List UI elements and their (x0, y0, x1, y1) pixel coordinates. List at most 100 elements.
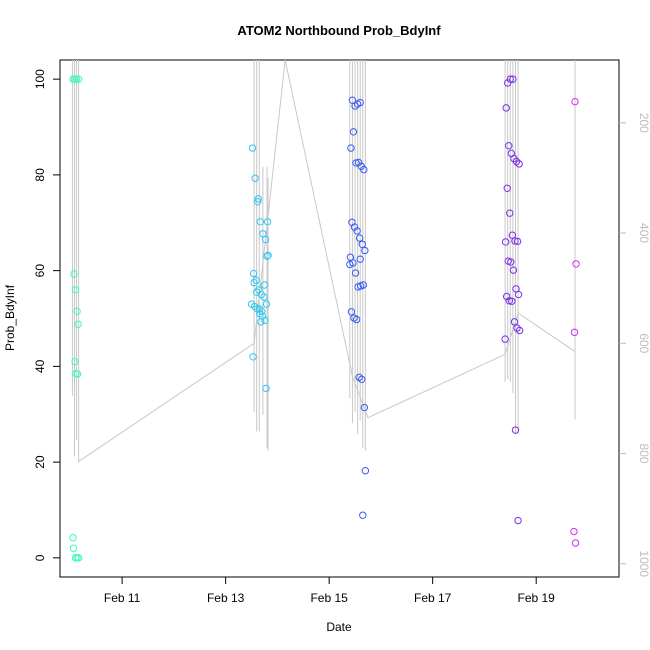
data-point (74, 320, 82, 328)
data-point (359, 281, 368, 289)
data-point (352, 159, 360, 167)
data-point (71, 286, 80, 294)
data-point (508, 297, 516, 305)
data-point (252, 288, 261, 296)
data-point (360, 403, 369, 412)
data-point (73, 307, 81, 316)
data-point (349, 128, 358, 136)
data-point (513, 324, 521, 332)
x-axis-label: Date (326, 620, 352, 634)
y-tick-label: 100 (33, 69, 47, 89)
data-point (513, 237, 522, 246)
data-point (511, 237, 519, 245)
data-point (571, 97, 579, 106)
data-point (355, 234, 364, 242)
data-point (260, 293, 268, 301)
y2-tick-label: 1000 (637, 550, 650, 577)
data-point (350, 223, 359, 231)
data-point (361, 467, 370, 475)
data-point (356, 98, 364, 107)
data-point (254, 197, 262, 206)
data-point (358, 240, 366, 249)
data-point (505, 141, 513, 150)
data-point (501, 238, 510, 246)
x-tick-label: Feb 17 (414, 591, 452, 605)
data-point (263, 252, 271, 260)
data-point (258, 307, 266, 316)
y2-tick-label: 400 (637, 223, 650, 243)
data-point (505, 297, 513, 305)
data-point (255, 305, 263, 313)
data-point (358, 375, 366, 383)
data-point (260, 281, 269, 289)
data-point (249, 269, 258, 278)
data-point (511, 426, 520, 434)
data-point (257, 318, 265, 326)
data-point (70, 75, 79, 83)
x-tick-label: Feb 15 (310, 591, 348, 605)
data-point (361, 246, 369, 255)
data-point (263, 218, 272, 226)
data-point (354, 158, 363, 167)
secondary-line-layer (71, 59, 576, 463)
x-axis: Feb 11 Feb 13 Feb 15 Feb 17 Feb 19 (104, 577, 555, 605)
data-point (73, 370, 82, 378)
data-point (261, 235, 270, 244)
data-point (570, 527, 578, 536)
y2-tick-label: 200 (637, 113, 650, 133)
data-point (515, 326, 524, 335)
x-tick-label: Feb 13 (207, 591, 245, 605)
data-point (572, 260, 580, 268)
data-point (510, 318, 519, 326)
data-point (507, 258, 515, 266)
y-axis: 0 20 40 60 80 100 (33, 69, 60, 561)
data-point (502, 104, 510, 112)
data-point (359, 511, 367, 519)
data-point (506, 209, 514, 217)
data-point (70, 270, 78, 278)
data-point (514, 290, 523, 299)
data-point (74, 75, 83, 83)
data-point (570, 328, 579, 337)
data-point (261, 316, 269, 325)
data-point (512, 157, 521, 166)
data-point (353, 227, 361, 235)
y-tick-label: 60 (33, 264, 47, 278)
data-point (356, 255, 364, 263)
chart-title: ATOM2 Northbound Prob_BdyInf (237, 23, 441, 38)
y-tick-label: 80 (33, 168, 47, 182)
data-point (252, 276, 260, 284)
data-point (264, 251, 272, 260)
data-point (352, 315, 361, 324)
data-point (506, 75, 515, 83)
x-tick-label: Feb 11 (104, 591, 141, 605)
data-point (71, 357, 79, 366)
data-point (262, 300, 271, 308)
data-point (515, 160, 523, 168)
secondary-line (77, 59, 576, 463)
data-point (262, 384, 270, 393)
data-point (351, 269, 360, 277)
data-point (250, 278, 258, 287)
data-point (360, 165, 368, 174)
data-point (509, 75, 517, 83)
data-point (514, 516, 522, 525)
data-point (249, 353, 257, 361)
scatter-points-layer (69, 75, 580, 562)
data-point (347, 308, 356, 316)
data-point (501, 335, 509, 343)
plot-frame (59, 59, 620, 578)
data-point (69, 544, 78, 552)
data-point (256, 218, 265, 226)
data-point (347, 144, 355, 152)
y2-tick-label: 600 (637, 333, 650, 353)
data-point (504, 79, 512, 87)
data-point (248, 144, 257, 152)
data-point (256, 310, 264, 318)
data-point (251, 174, 259, 182)
data-point (571, 539, 580, 547)
data-point (346, 260, 354, 269)
y-axis-label: Prob_BdyInf (3, 284, 17, 351)
data-point (503, 184, 511, 192)
